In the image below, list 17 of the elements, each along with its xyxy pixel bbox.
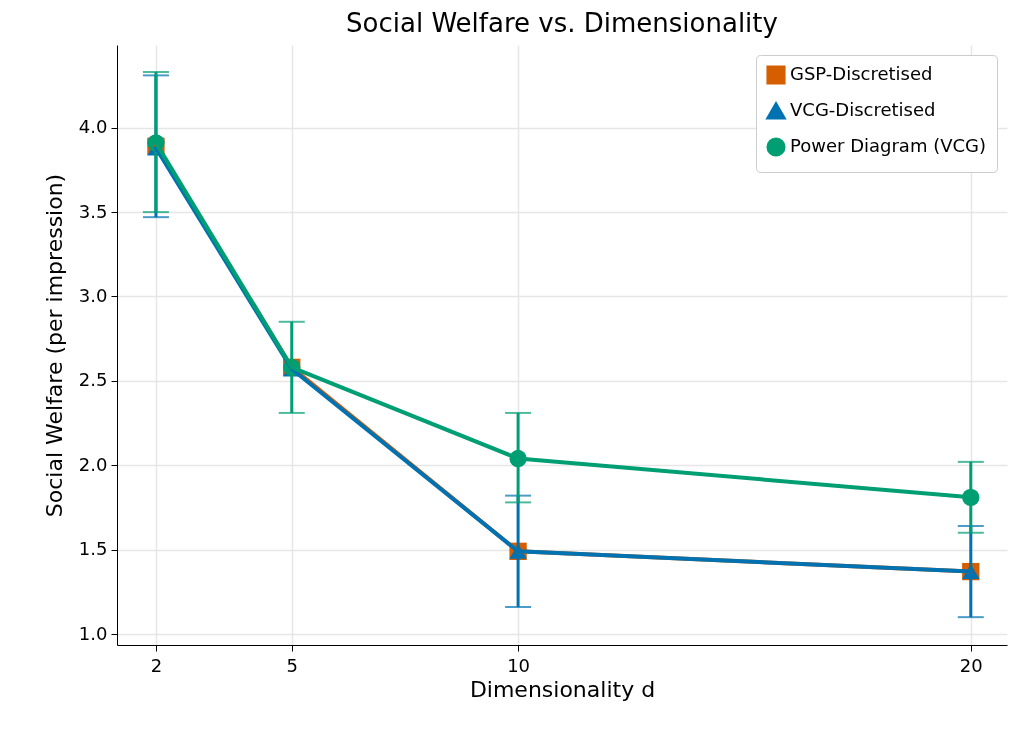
x-tick-label: 20 [959, 654, 983, 676]
y-tick-label: 2.0 [78, 453, 108, 475]
y-tick-label: 2.5 [78, 369, 108, 391]
legend-label: VCG-Discretised [790, 99, 936, 120]
y-tick-label: 1.5 [78, 538, 108, 560]
chart-title: Social Welfare vs. Dimensionality [346, 8, 778, 38]
y-tick-label: 4.0 [78, 116, 108, 138]
x-axis-title: Dimensionality d [469, 676, 656, 702]
y-tick-label: 3.0 [78, 284, 108, 306]
x-tick-label: 5 [286, 654, 298, 676]
legend-label: Power Diagram (VCG) [790, 135, 987, 156]
y-tick-label: 1.0 [78, 622, 108, 644]
x-tick-label: 2 [150, 654, 163, 676]
y-axis-title: Social Welfare (per impression) [41, 173, 67, 518]
legend-label: GSP-Discretised [790, 63, 933, 84]
x-tick-label: 10 [507, 654, 531, 676]
y-tick-label: 3.5 [78, 200, 108, 222]
